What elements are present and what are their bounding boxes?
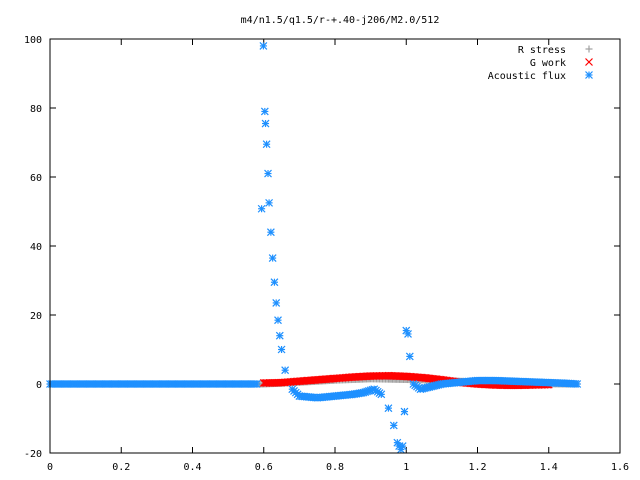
data-point — [265, 198, 274, 207]
data-point — [573, 380, 582, 388]
data-point — [398, 442, 407, 451]
y-tick-label: 0 — [36, 380, 42, 391]
data-point — [266, 228, 275, 237]
legend-marker — [585, 71, 593, 79]
data-point — [389, 421, 398, 430]
series-layer — [46, 41, 582, 454]
x-tick-label: 1.2 — [468, 462, 486, 473]
y-tick-label: 80 — [30, 104, 42, 115]
x-tick-label: 0.4 — [183, 462, 201, 473]
legend: R stress G work Acoustic flux — [488, 45, 593, 82]
data-point — [404, 330, 412, 338]
x-tick-label: 0 — [47, 462, 53, 473]
data-point — [259, 41, 268, 50]
legend-label: Acoustic flux — [488, 71, 566, 82]
data-point — [257, 204, 266, 213]
data-point — [264, 169, 272, 178]
x-tick-label: 1.6 — [611, 462, 629, 473]
data-point — [277, 345, 286, 354]
data-point — [261, 119, 270, 128]
x-tick-label: 0.2 — [112, 462, 130, 473]
y-tick-label: 100 — [24, 35, 42, 46]
legend-marker — [585, 45, 593, 53]
y-tick-label: 40 — [30, 242, 42, 253]
data-point — [405, 352, 414, 361]
x-axis-ticks: 0 0.2 0.4 0.6 0.8 1 1.2 1.4 1.6 — [47, 39, 629, 473]
y-tick-label: 20 — [30, 311, 42, 322]
x-tick-label: 1.4 — [540, 462, 558, 473]
x-tick-label: 0.6 — [255, 462, 273, 473]
legend-label: R stress — [518, 45, 566, 56]
legend-marker — [585, 58, 593, 66]
x-tick-label: 1 — [403, 462, 409, 473]
series-acoustic-flux — [46, 41, 582, 454]
legend-label: G work — [530, 58, 566, 69]
y-axis-ticks: -20 0 20 40 60 80 100 — [24, 35, 620, 460]
data-point — [260, 107, 269, 116]
data-point — [275, 331, 284, 340]
y-tick-label: 60 — [30, 173, 42, 184]
data-point — [272, 299, 281, 307]
data-point — [262, 140, 271, 149]
data-point — [377, 390, 386, 399]
data-point — [384, 404, 393, 413]
data-point — [268, 254, 277, 262]
chart-title: m4/n1.5/q1.5/r-+.40-j206/M2.0/512 — [241, 15, 440, 26]
x-tick-label: 0.8 — [326, 462, 344, 473]
y-tick-label: -20 — [24, 449, 42, 460]
plot-frame — [49, 38, 621, 454]
data-point — [400, 407, 409, 416]
data-point — [252, 380, 261, 388]
data-point — [274, 316, 282, 325]
data-point — [281, 366, 290, 375]
data-point — [270, 278, 279, 287]
